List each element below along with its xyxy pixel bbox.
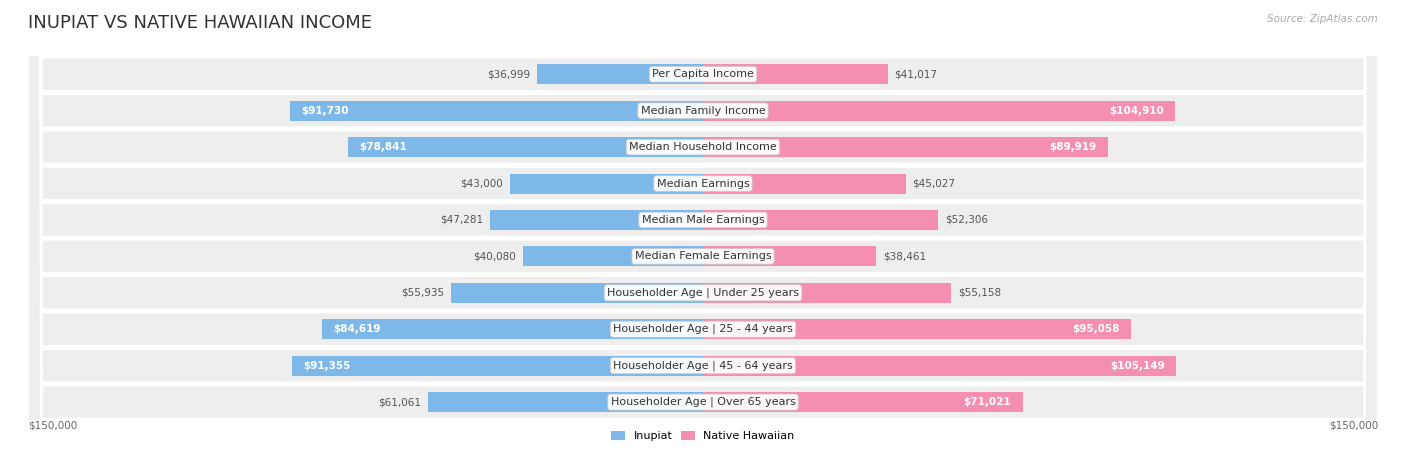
Text: $55,158: $55,158 xyxy=(957,288,1001,298)
FancyBboxPatch shape xyxy=(451,283,703,303)
Text: Householder Age | Over 65 years: Householder Age | Over 65 years xyxy=(610,397,796,407)
Text: $47,281: $47,281 xyxy=(440,215,484,225)
Text: $150,000: $150,000 xyxy=(1329,420,1378,430)
FancyBboxPatch shape xyxy=(491,210,703,230)
FancyBboxPatch shape xyxy=(537,64,703,84)
Text: $43,000: $43,000 xyxy=(460,178,503,189)
FancyBboxPatch shape xyxy=(703,101,1175,120)
Text: INUPIAT VS NATIVE HAWAIIAN INCOME: INUPIAT VS NATIVE HAWAIIAN INCOME xyxy=(28,14,373,32)
Text: $89,919: $89,919 xyxy=(1049,142,1097,152)
Text: $150,000: $150,000 xyxy=(28,420,77,430)
FancyBboxPatch shape xyxy=(703,356,1175,375)
FancyBboxPatch shape xyxy=(703,283,952,303)
Text: Householder Age | 45 - 64 years: Householder Age | 45 - 64 years xyxy=(613,361,793,371)
FancyBboxPatch shape xyxy=(429,392,703,412)
FancyBboxPatch shape xyxy=(28,0,1378,467)
FancyBboxPatch shape xyxy=(28,0,1378,467)
Text: $38,461: $38,461 xyxy=(883,251,927,262)
Text: Householder Age | 25 - 44 years: Householder Age | 25 - 44 years xyxy=(613,324,793,334)
Text: Median Female Earnings: Median Female Earnings xyxy=(634,251,772,262)
Text: $61,061: $61,061 xyxy=(378,397,422,407)
Text: $52,306: $52,306 xyxy=(945,215,988,225)
FancyBboxPatch shape xyxy=(703,319,1130,339)
FancyBboxPatch shape xyxy=(28,0,1378,467)
FancyBboxPatch shape xyxy=(703,392,1022,412)
FancyBboxPatch shape xyxy=(322,319,703,339)
Text: Median Male Earnings: Median Male Earnings xyxy=(641,215,765,225)
Text: $78,841: $78,841 xyxy=(360,142,408,152)
FancyBboxPatch shape xyxy=(703,64,887,84)
FancyBboxPatch shape xyxy=(28,0,1378,467)
FancyBboxPatch shape xyxy=(703,174,905,193)
FancyBboxPatch shape xyxy=(28,0,1378,467)
Text: Per Capita Income: Per Capita Income xyxy=(652,69,754,79)
Text: $84,619: $84,619 xyxy=(333,324,381,334)
Text: $40,080: $40,080 xyxy=(474,251,516,262)
Text: $36,999: $36,999 xyxy=(486,69,530,79)
Text: Median Household Income: Median Household Income xyxy=(628,142,778,152)
FancyBboxPatch shape xyxy=(349,137,703,157)
Text: Median Family Income: Median Family Income xyxy=(641,106,765,116)
Text: $105,149: $105,149 xyxy=(1111,361,1164,371)
FancyBboxPatch shape xyxy=(28,0,1378,467)
Text: $55,935: $55,935 xyxy=(402,288,444,298)
Text: Median Earnings: Median Earnings xyxy=(657,178,749,189)
FancyBboxPatch shape xyxy=(28,0,1378,467)
Text: $45,027: $45,027 xyxy=(912,178,955,189)
Legend: Inupiat, Native Hawaiian: Inupiat, Native Hawaiian xyxy=(607,426,799,446)
FancyBboxPatch shape xyxy=(703,247,876,266)
Text: $104,910: $104,910 xyxy=(1109,106,1164,116)
FancyBboxPatch shape xyxy=(523,247,703,266)
Text: $41,017: $41,017 xyxy=(894,69,938,79)
FancyBboxPatch shape xyxy=(28,0,1378,467)
FancyBboxPatch shape xyxy=(703,137,1108,157)
FancyBboxPatch shape xyxy=(509,174,703,193)
Text: $91,730: $91,730 xyxy=(301,106,349,116)
FancyBboxPatch shape xyxy=(28,0,1378,467)
FancyBboxPatch shape xyxy=(703,210,938,230)
Text: Householder Age | Under 25 years: Householder Age | Under 25 years xyxy=(607,288,799,298)
FancyBboxPatch shape xyxy=(292,356,703,375)
Text: $91,355: $91,355 xyxy=(304,361,350,371)
Text: Source: ZipAtlas.com: Source: ZipAtlas.com xyxy=(1267,14,1378,24)
FancyBboxPatch shape xyxy=(290,101,703,120)
FancyBboxPatch shape xyxy=(28,0,1378,467)
Text: $71,021: $71,021 xyxy=(963,397,1011,407)
Text: $95,058: $95,058 xyxy=(1071,324,1119,334)
